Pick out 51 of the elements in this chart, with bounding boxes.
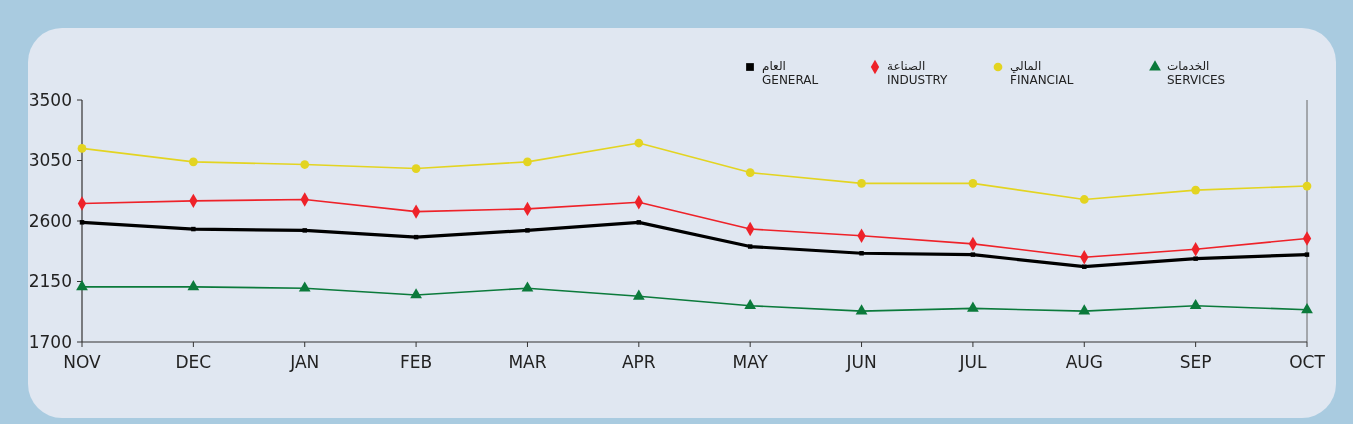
point bbox=[1079, 195, 1089, 204]
x-tick-label: APR bbox=[621, 352, 656, 372]
point bbox=[632, 289, 645, 300]
point bbox=[744, 298, 757, 310]
x-tick-label: AUG bbox=[1065, 352, 1103, 372]
point bbox=[525, 228, 530, 233]
point bbox=[859, 251, 864, 256]
point bbox=[302, 228, 307, 233]
point bbox=[857, 178, 866, 188]
point bbox=[1304, 252, 1310, 257]
point bbox=[970, 252, 976, 257]
point bbox=[745, 168, 755, 177]
point bbox=[855, 304, 868, 315]
point bbox=[1191, 185, 1201, 195]
y-tick-label: 2600 bbox=[28, 210, 72, 231]
x-tick-label: NOV bbox=[63, 352, 102, 372]
point bbox=[77, 144, 87, 153]
point bbox=[967, 301, 979, 312]
point bbox=[747, 244, 753, 249]
point bbox=[411, 164, 421, 173]
x-tick-label: SEP bbox=[1179, 352, 1212, 372]
point bbox=[1082, 264, 1087, 269]
point bbox=[298, 281, 311, 292]
point bbox=[1078, 304, 1091, 315]
y-tick-label: 2150 bbox=[28, 271, 72, 292]
point bbox=[968, 178, 978, 188]
x-tick-label: FEB bbox=[400, 352, 433, 372]
point bbox=[1189, 298, 1202, 310]
x-tick-label: MAR bbox=[508, 352, 547, 372]
point bbox=[634, 138, 644, 148]
point bbox=[1301, 302, 1313, 314]
point bbox=[76, 280, 88, 291]
point bbox=[188, 157, 198, 167]
point bbox=[521, 281, 534, 292]
point bbox=[187, 280, 200, 291]
point bbox=[300, 160, 310, 169]
point bbox=[410, 288, 422, 299]
x-tick-label: MAY bbox=[732, 352, 769, 372]
x-tick-label: JUL bbox=[958, 352, 987, 372]
point bbox=[1193, 256, 1198, 261]
y-tick-label: 1700 bbox=[28, 331, 72, 352]
point bbox=[191, 226, 196, 232]
x-tick-label: OCT bbox=[1289, 352, 1326, 372]
x-tick-label: JAN bbox=[289, 352, 320, 372]
y-tick-label: 3500 bbox=[28, 89, 72, 110]
point bbox=[523, 157, 532, 167]
x-tick-label: JUN bbox=[845, 352, 877, 372]
point bbox=[1302, 181, 1312, 191]
point bbox=[636, 220, 642, 225]
y-tick-label: 3050 bbox=[28, 150, 72, 171]
x-tick-label: DEC bbox=[175, 352, 212, 372]
